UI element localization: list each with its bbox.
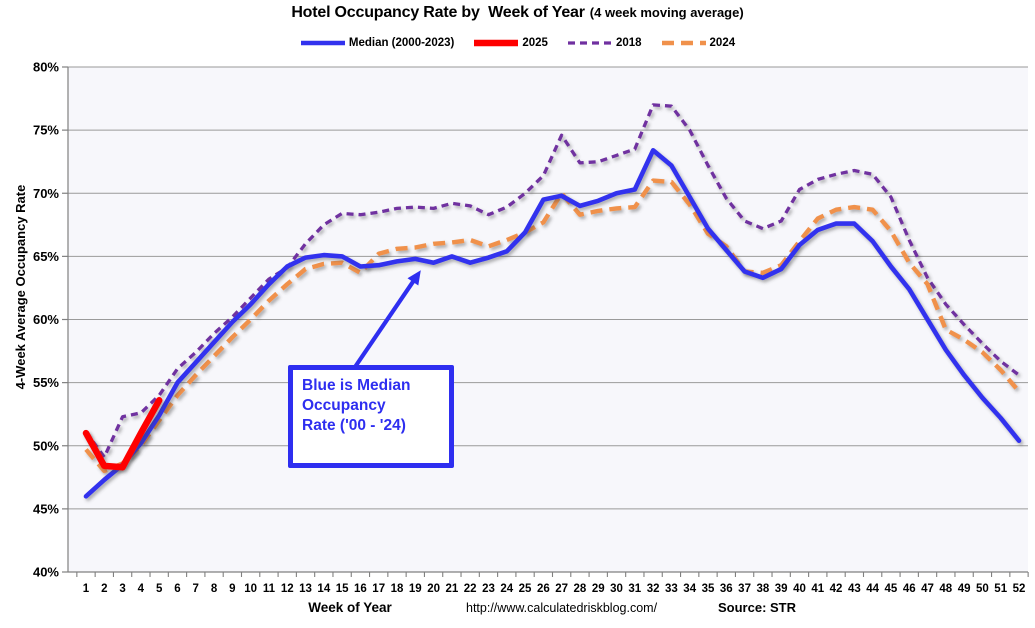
series-line-2024 xyxy=(84,178,1021,474)
series-line-median-2000-2023 xyxy=(83,148,1022,499)
x-tick-label: 33 xyxy=(665,583,678,595)
x-tick-label: 44 xyxy=(866,583,879,595)
annotation-text-line: Blue is Median xyxy=(302,377,411,394)
x-tick-label: 41 xyxy=(811,583,824,595)
x-tick-label: 21 xyxy=(445,583,458,595)
chart-subtitle: (4 week moving average) xyxy=(589,5,744,20)
y-tick-label: 50% xyxy=(33,438,59,453)
x-tick-label: 39 xyxy=(775,583,788,595)
x-tick-label: 6 xyxy=(174,583,180,595)
x-tick-label: 9 xyxy=(229,583,235,595)
x-tick-label: 11 xyxy=(263,583,276,595)
x-tick-label: 18 xyxy=(391,583,404,595)
legend-swatch-solid-line xyxy=(474,39,519,47)
legend-item-label: Median (2000-2023) xyxy=(348,37,455,49)
x-tick-label: 25 xyxy=(519,583,532,595)
x-tick-label: 19 xyxy=(409,583,422,595)
x-tick-label: 37 xyxy=(738,583,751,595)
x-tick-label: 30 xyxy=(610,583,623,595)
x-tick-label: 20 xyxy=(427,583,440,595)
x-tick-label: 28 xyxy=(574,583,587,595)
x-tick-label: 27 xyxy=(555,583,568,595)
x-tick-label: 5 xyxy=(156,583,163,595)
y-tick-label: 80% xyxy=(33,60,59,75)
x-tick-label: 16 xyxy=(354,583,367,595)
x-tick-label: 34 xyxy=(683,583,696,595)
y-tick-label: 65% xyxy=(33,249,59,264)
x-tick-label: 8 xyxy=(211,583,218,595)
legend-item: 2024 xyxy=(661,37,736,49)
annotation-text-line: Occupancy xyxy=(302,397,386,415)
x-tick-label: 7 xyxy=(193,583,199,595)
x-tick-label: 12 xyxy=(281,583,294,595)
y-tick-label: 45% xyxy=(33,501,59,516)
x-axis-title: Week of Year xyxy=(308,600,392,615)
x-tick-label: 13 xyxy=(299,583,312,595)
footer-url-text: http://www.calculatedriskblog.com/ xyxy=(466,601,658,615)
y-tick-label: 40% xyxy=(33,565,59,580)
legend-swatch-dashed-line xyxy=(567,41,612,45)
x-tick-label: 3 xyxy=(119,583,125,595)
x-tick-label: 49 xyxy=(958,583,971,595)
x-tick-label: 36 xyxy=(720,583,733,595)
chart-title-row: Hotel Occupancy Rate by Week of Year (4 w… xyxy=(0,4,1035,22)
annotation-arrow-head xyxy=(407,270,421,286)
legend-item: 2018 xyxy=(567,37,642,49)
legend-item: 2025 xyxy=(473,37,548,49)
x-tick-label: 50 xyxy=(976,583,989,595)
legend-item-label: 2025 xyxy=(522,37,548,49)
x-tick-label: 15 xyxy=(336,583,349,595)
x-tick-label: 46 xyxy=(903,583,916,595)
x-tick-label: 14 xyxy=(317,583,330,595)
x-tick-label: 47 xyxy=(921,583,934,595)
x-tick-label: 1 xyxy=(83,583,90,595)
legend-item-label: 2024 xyxy=(709,37,736,49)
x-tick-label: 26 xyxy=(537,583,550,595)
annotation-box: Blue is Median Occupancy Rate ('00 - '24… xyxy=(288,365,454,468)
x-tick-label: 48 xyxy=(939,583,952,595)
x-tick-label: 38 xyxy=(756,583,769,595)
x-tick-label: 51 xyxy=(994,583,1007,595)
x-tick-label: 17 xyxy=(372,583,385,595)
x-tick-label: 45 xyxy=(885,583,898,595)
x-tick-label: 32 xyxy=(647,583,660,595)
legend-swatch-solid-line xyxy=(300,40,345,46)
x-tick-label: 4 xyxy=(138,583,145,595)
y-tick-label: 60% xyxy=(33,312,59,327)
annotation-arrow-shaft xyxy=(353,277,417,369)
x-tick-label: 22 xyxy=(464,583,477,595)
chart-title: Hotel Occupancy Rate by Week of Year xyxy=(291,4,585,21)
x-tick-label: 40 xyxy=(793,583,806,595)
series-line-2018 xyxy=(84,103,1020,459)
y-tick-label: 75% xyxy=(33,123,59,138)
x-tick-label: 35 xyxy=(702,583,715,595)
x-tick-label: 52 xyxy=(1013,583,1026,595)
series-line-2025 xyxy=(82,397,163,471)
x-tick-label: 10 xyxy=(244,583,257,595)
chart-legend: Median (2000-2023) 2025 2018 2024 xyxy=(0,37,1035,49)
y-tick-label: 55% xyxy=(33,375,59,390)
y-tick-label: 70% xyxy=(33,186,59,201)
legend-swatch-dashed-line xyxy=(661,40,706,46)
legend-item-label: 2018 xyxy=(615,37,642,49)
x-tick-label: 42 xyxy=(830,583,843,595)
annotation-text-line: Rate ('00 - '24) xyxy=(302,417,406,435)
x-tick-label: 29 xyxy=(592,583,605,595)
x-tick-label: 23 xyxy=(482,583,495,595)
legend-item: Median (2000-2023) xyxy=(300,37,454,49)
x-tick-label: 43 xyxy=(848,583,861,595)
x-tick-label: 24 xyxy=(500,583,513,595)
footer-source-text: Source: STR xyxy=(718,600,797,615)
x-tick-label: 31 xyxy=(628,583,641,595)
x-tick-label: 2 xyxy=(101,583,107,595)
